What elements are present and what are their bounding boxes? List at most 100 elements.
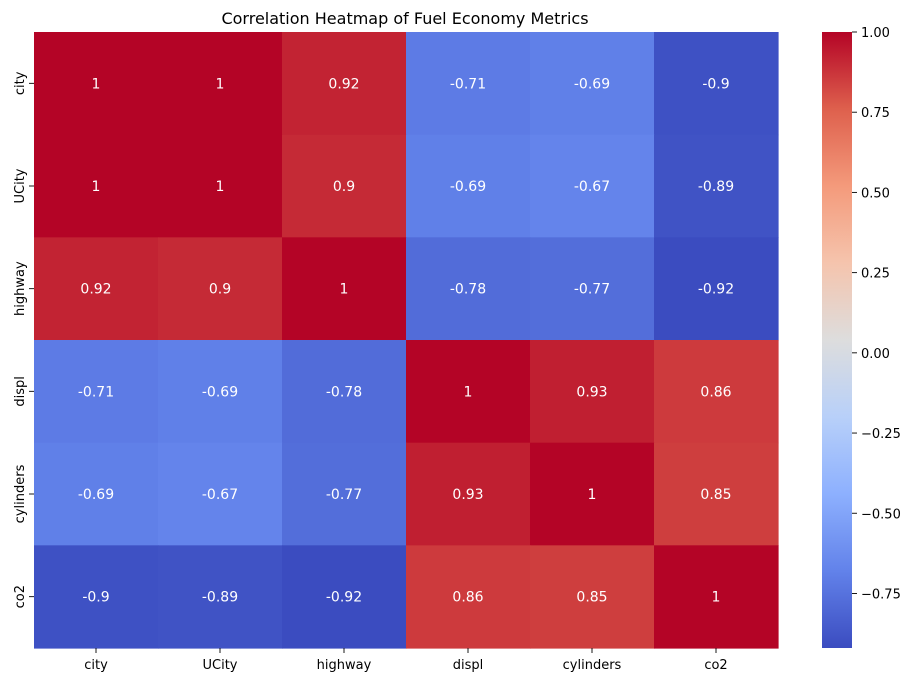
heatmap-cell-city-highway bbox=[282, 32, 407, 136]
heatmap-cell-co2-co2 bbox=[654, 545, 779, 649]
heatmap-cell-co2-displ bbox=[406, 545, 531, 649]
cell-value-label: -0.77 bbox=[326, 487, 362, 503]
heatmap-cell-displ-co2 bbox=[654, 340, 779, 444]
heatmap-cell-UCity-displ bbox=[406, 134, 531, 238]
heatmap-cell-UCity-city bbox=[34, 134, 159, 238]
colorbar-tick-label: −0.75 bbox=[861, 587, 901, 602]
cell-value-label: -0.9 bbox=[82, 590, 109, 606]
heatmap-cell-cylinders-highway bbox=[282, 442, 407, 546]
cell-value-label: 0.92 bbox=[328, 76, 359, 92]
colorbar-tick-label: 1.00 bbox=[861, 26, 890, 41]
cell-value-label: -0.67 bbox=[202, 487, 238, 503]
heatmap-cell-highway-city bbox=[34, 237, 159, 341]
x-tick-label: UCity bbox=[203, 658, 238, 673]
heatmap-cell-city-city bbox=[34, 32, 159, 136]
heatmap-cell-cylinders-displ bbox=[406, 442, 531, 546]
heatmap-cell-city-UCity bbox=[158, 32, 283, 136]
colorbar-tick-label: 0.00 bbox=[861, 347, 890, 362]
cell-value-label: -0.71 bbox=[450, 76, 486, 92]
cell-value-label: 1 bbox=[464, 384, 473, 400]
colorbar-tick-label: −0.50 bbox=[861, 507, 901, 522]
heatmap-cell-highway-cylinders bbox=[530, 237, 655, 341]
y-tick-label: co2 bbox=[13, 585, 28, 608]
cell-value-label: 1 bbox=[340, 282, 349, 298]
cell-value-label: 1 bbox=[712, 590, 721, 606]
y-tick-label: city bbox=[13, 71, 28, 95]
heatmap-cell-cylinders-co2 bbox=[654, 442, 779, 546]
cell-value-label: 1 bbox=[588, 487, 597, 503]
heatmap-cell-UCity-UCity bbox=[158, 134, 283, 238]
x-axis: city UCity highway displ cylinders co2 bbox=[84, 648, 728, 673]
cell-value-label: 0.86 bbox=[452, 590, 483, 606]
x-tick-label: co2 bbox=[704, 658, 727, 673]
y-tick-label: highway bbox=[13, 261, 28, 316]
heatmap-cell-cylinders-cylinders bbox=[530, 442, 655, 546]
cell-value-label: -0.77 bbox=[574, 282, 610, 298]
cell-value-label: 0.92 bbox=[80, 282, 111, 298]
cell-value-label: -0.69 bbox=[202, 384, 238, 400]
colorbar bbox=[822, 32, 852, 648]
heatmap-cell-highway-highway bbox=[282, 237, 407, 341]
x-tick-label: cylinders bbox=[563, 658, 622, 673]
cell-value-label: -0.78 bbox=[450, 282, 486, 298]
cell-value-label: -0.71 bbox=[78, 384, 114, 400]
x-tick-label: city bbox=[84, 658, 108, 673]
cell-value-label: 1 bbox=[216, 76, 225, 92]
x-tick-label: highway bbox=[317, 658, 372, 673]
cell-value-label: -0.69 bbox=[78, 487, 114, 503]
x-tick-label: displ bbox=[453, 658, 484, 673]
heatmap-cell-city-cylinders bbox=[530, 32, 655, 136]
cell-value-label: -0.69 bbox=[450, 179, 486, 195]
heatmap-cells bbox=[34, 32, 779, 649]
heatmap-cell-displ-city bbox=[34, 340, 159, 444]
cell-value-label: 1 bbox=[92, 179, 101, 195]
cell-value-label: 0.85 bbox=[700, 487, 731, 503]
cell-value-label: -0.78 bbox=[326, 384, 362, 400]
heatmap-cell-UCity-highway bbox=[282, 134, 407, 238]
y-tick-label: UCity bbox=[13, 168, 28, 203]
heatmap-cell-UCity-cylinders bbox=[530, 134, 655, 238]
cell-value-label: 0.9 bbox=[333, 179, 355, 195]
cell-value-label: -0.9 bbox=[702, 76, 729, 92]
colorbar-ticks: 1.00 0.75 0.50 0.25 0.00 −0.25 −0.50 −0.75 bbox=[852, 26, 901, 602]
cell-value-label: -0.67 bbox=[574, 179, 610, 195]
colorbar-tick-label: 0.75 bbox=[861, 106, 890, 121]
heatmap-cell-co2-UCity bbox=[158, 545, 283, 649]
heatmap-cell-highway-co2 bbox=[654, 237, 779, 341]
cell-value-label: -0.89 bbox=[202, 590, 238, 606]
cell-value-label: -0.69 bbox=[574, 76, 610, 92]
heatmap-cell-highway-displ bbox=[406, 237, 531, 341]
colorbar-tick-label: 0.50 bbox=[861, 186, 890, 201]
heatmap-cell-UCity-co2 bbox=[654, 134, 779, 238]
heatmap-cell-displ-highway bbox=[282, 340, 407, 444]
cell-value-label: -0.92 bbox=[698, 282, 734, 298]
heatmap-cell-cylinders-UCity bbox=[158, 442, 283, 546]
heatmap-cell-city-co2 bbox=[654, 32, 779, 136]
cell-value-label: -0.92 bbox=[326, 590, 362, 606]
cell-value-label: 1 bbox=[92, 76, 101, 92]
heatmap-cell-displ-displ bbox=[406, 340, 531, 444]
cell-value-label: 0.93 bbox=[576, 384, 607, 400]
cell-value-label: 0.85 bbox=[576, 590, 607, 606]
colorbar-tick-label: −0.25 bbox=[861, 427, 901, 442]
heatmap-cell-co2-highway bbox=[282, 545, 407, 649]
y-tick-label: cylinders bbox=[13, 464, 28, 523]
colorbar-tick-label: 0.25 bbox=[861, 267, 890, 282]
y-axis: city UCity highway displ cylinders co2 bbox=[13, 71, 34, 608]
heatmap-cell-co2-city bbox=[34, 545, 159, 649]
cell-value-label: -0.89 bbox=[698, 179, 734, 195]
heatmap-cell-city-displ bbox=[406, 32, 531, 136]
cell-value-label: 1 bbox=[216, 179, 225, 195]
heatmap-cell-displ-UCity bbox=[158, 340, 283, 444]
heatmap-cell-cylinders-city bbox=[34, 442, 159, 546]
cell-value-label: 0.93 bbox=[452, 487, 483, 503]
cell-value-label: 0.86 bbox=[700, 384, 731, 400]
chart-title: Correlation Heatmap of Fuel Economy Metr… bbox=[221, 9, 588, 28]
heatmap-annotations: 1 1 0.92 -0.71 -0.69 -0.9 1 1 0.9 -0.69 -0.67 -0.89… bbox=[78, 76, 734, 605]
y-tick-label: displ bbox=[13, 376, 28, 407]
heatmap-cell-displ-cylinders bbox=[530, 340, 655, 444]
cell-value-label: 0.9 bbox=[209, 282, 231, 298]
heatmap-cell-highway-UCity bbox=[158, 237, 283, 341]
heatmap-cell-co2-cylinders bbox=[530, 545, 655, 649]
